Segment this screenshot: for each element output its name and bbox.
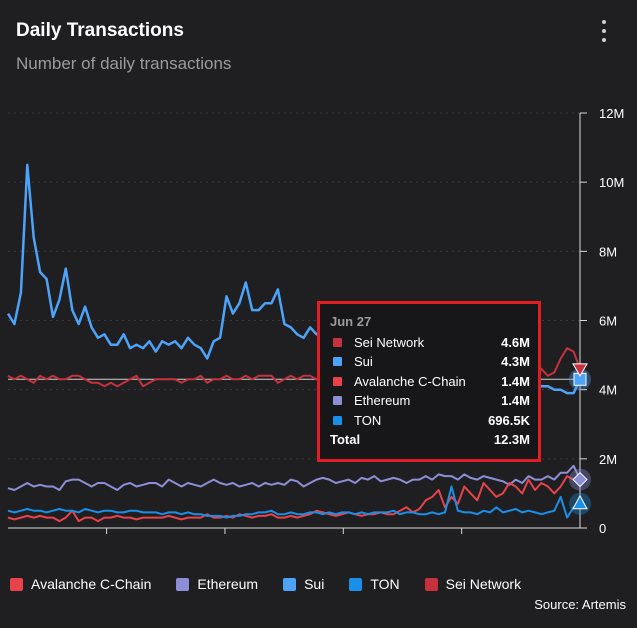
tooltip-row-ton: TON 696.5K <box>330 411 530 429</box>
tooltip-series-name: TON <box>354 413 382 428</box>
tooltip-swatch <box>333 357 342 366</box>
tooltip-series-name: Avalanche C-Chain <box>354 374 466 389</box>
y-tick-label: 6M <box>599 314 617 329</box>
legend-swatch <box>176 577 190 591</box>
legend-item-avalanche[interactable]: Avalanche C-Chain <box>10 576 151 592</box>
tooltip-series-value: 4.3M <box>501 354 530 369</box>
legend-swatch <box>10 577 23 591</box>
y-tick-label: 2M <box>599 452 617 467</box>
series-line-ton <box>7 485 581 519</box>
more-options-icon[interactable] <box>596 18 612 44</box>
marker-sei-network <box>572 363 588 377</box>
legend-item-sei[interactable]: Sei Network <box>424 576 522 592</box>
tooltip-row-total: Total 12.3M <box>330 430 530 448</box>
series-line-avalanche-c-chain <box>7 475 580 523</box>
legend-swatch <box>349 577 363 591</box>
tooltip-swatch <box>333 396 342 405</box>
tooltip-series-name: Ethereum <box>354 393 411 408</box>
tooltip-series-value: 1.4M <box>501 374 530 389</box>
tooltip-total-value: 12.3M <box>493 432 530 447</box>
tooltip-swatch <box>333 338 342 347</box>
marker-ethereum <box>572 471 588 488</box>
legend-label: Sui <box>304 576 325 592</box>
legend-swatch <box>283 577 297 591</box>
tooltip-total-label: Total <box>330 432 361 447</box>
tooltip-series-name: Sui <box>354 354 373 369</box>
legend-label: Ethereum <box>197 576 259 592</box>
y-tick-label: 0 <box>599 521 606 536</box>
marker-ton <box>572 494 588 510</box>
legend-label: Avalanche C-Chain <box>31 576 152 592</box>
tooltip: Jun 27 Sei Network 4.6M Sui 4.3M Avalanc… <box>317 301 541 462</box>
y-tick-label: 8M <box>599 244 617 259</box>
y-tick-label: 12M <box>599 106 624 121</box>
legend-item-ton[interactable]: TON <box>349 576 400 592</box>
tooltip-row-ethereum: Ethereum 1.4M <box>330 391 530 409</box>
y-tick-label: 4M <box>599 383 617 398</box>
legend-item-sui[interactable]: Sui <box>283 576 324 592</box>
chart-subtitle: Number of daily transactions <box>16 54 232 73</box>
legend-item-ethereum[interactable]: Ethereum <box>176 576 258 592</box>
tooltip-series-name: Sei Network <box>354 335 425 350</box>
y-tick-label: 10M <box>599 175 624 190</box>
tooltip-swatch <box>333 416 342 425</box>
source-credit: Source: Artemis <box>534 597 626 612</box>
series-line-ethereum <box>7 464 581 491</box>
legend-label: TON <box>370 576 400 592</box>
tooltip-row-sei: Sei Network 4.6M <box>330 333 530 351</box>
line-chart: 02M4M6M8M10M12MApr 16May 4May 22Jun 9 <box>6 106 624 536</box>
tooltip-date: Jun 27 <box>330 314 372 329</box>
tooltip-series-value: 1.4M <box>501 393 530 408</box>
tooltip-row-avalanche: Avalanche C-Chain 1.4M <box>330 372 530 390</box>
legend-swatch <box>424 577 438 591</box>
tooltip-swatch <box>333 377 342 386</box>
chart-title: Daily Transactions <box>16 20 184 41</box>
legend-label: Sei Network <box>445 576 522 592</box>
legend: Avalanche C-Chain Ethereum Sui TON Sei N… <box>10 576 546 592</box>
tooltip-series-value: 4.6M <box>501 335 530 350</box>
tooltip-row-sui: Sui 4.3M <box>330 352 530 370</box>
tooltip-series-value: 696.5K <box>488 413 530 428</box>
